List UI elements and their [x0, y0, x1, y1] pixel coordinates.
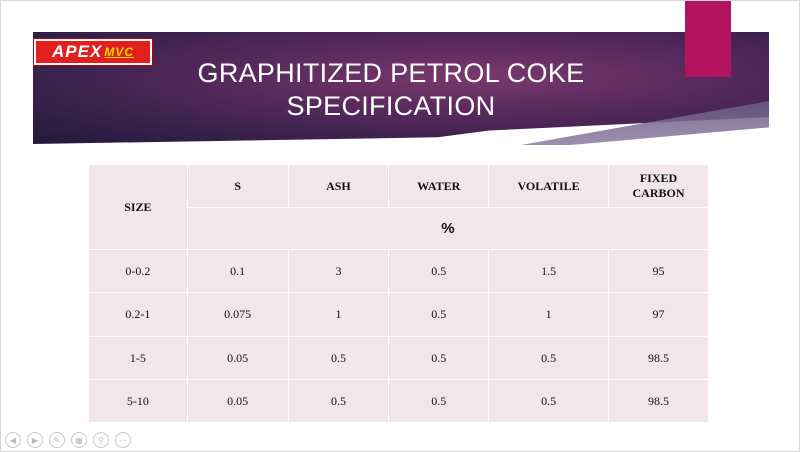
slide-title: GRAPHITIZED PETROL COKE SPECIFICATION [181, 57, 601, 123]
cell-fixed-carbon: 97 [607, 292, 710, 337]
zoom-icon[interactable]: ⚲ [93, 432, 109, 448]
table-row: 1-5 0.05 0.5 0.5 0.5 98.5 [88, 336, 710, 380]
cell-size: 5-10 [88, 379, 188, 423]
table-row: 0-0.2 0.1 3 0.5 1.5 95 [88, 249, 710, 293]
cell-volatile: 1.5 [488, 249, 609, 293]
header-ash: ASH [287, 164, 390, 208]
header-fixed-carbon: FIXED CARBON [607, 164, 710, 208]
specification-table: SIZE S ASH WATER VOLATILE FIXED CARBON %… [88, 164, 710, 423]
table-row: 5-10 0.05 0.5 0.5 0.5 98.5 [88, 379, 710, 423]
header-volatile: VOLATILE [488, 164, 609, 208]
previous-icon[interactable]: ◀ [5, 432, 21, 448]
unit-percent: % [186, 207, 710, 250]
cell-s: 0.075 [186, 292, 289, 337]
logo-sub: MVC [104, 45, 134, 59]
header-water: WATER [388, 164, 490, 208]
cell-s: 0.05 [186, 336, 289, 380]
cell-size: 0-0.2 [88, 249, 188, 293]
pen-icon[interactable]: ✎ [49, 432, 65, 448]
slide-title-line1: GRAPHITIZED PETROL COKE [197, 58, 585, 88]
next-icon[interactable]: ▶ [27, 432, 43, 448]
cell-volatile: 1 [488, 292, 609, 337]
apex-mvc-logo: APEX MVC [34, 39, 152, 65]
cell-s: 0.05 [186, 379, 289, 423]
cell-size: 0.2-1 [88, 292, 188, 337]
cell-s: 0.1 [186, 249, 289, 293]
cell-ash: 0.5 [287, 379, 390, 423]
accent-bar [685, 1, 731, 77]
cell-fixed-carbon: 95 [607, 249, 710, 293]
table-row: 0.2-1 0.075 1 0.5 1 97 [88, 292, 710, 337]
table-unit-row: % [89, 207, 710, 250]
more-icon[interactable]: ⋯ [115, 432, 131, 448]
table-header-row: SIZE S ASH WATER VOLATILE FIXED CARBON [88, 164, 710, 250]
cell-fixed-carbon: 98.5 [607, 379, 710, 423]
cell-ash: 0.5 [287, 336, 390, 380]
cell-water: 0.5 [388, 336, 490, 380]
header-s: S [186, 164, 289, 208]
cell-ash: 3 [287, 249, 390, 293]
header-size: SIZE [88, 164, 188, 250]
cell-fixed-carbon: 98.5 [607, 336, 710, 380]
cell-volatile: 0.5 [488, 379, 609, 423]
slideshow-controls: ◀ ▶ ✎ ▦ ⚲ ⋯ [5, 432, 131, 448]
logo-main: APEX [52, 42, 103, 61]
slide-title-line2: SPECIFICATION [286, 91, 496, 121]
cell-volatile: 0.5 [488, 336, 609, 380]
cell-water: 0.5 [388, 379, 490, 423]
cell-size: 1-5 [88, 336, 188, 380]
cell-water: 0.5 [388, 292, 490, 337]
cell-ash: 1 [287, 292, 390, 337]
cell-water: 0.5 [388, 249, 490, 293]
slides-icon[interactable]: ▦ [71, 432, 87, 448]
